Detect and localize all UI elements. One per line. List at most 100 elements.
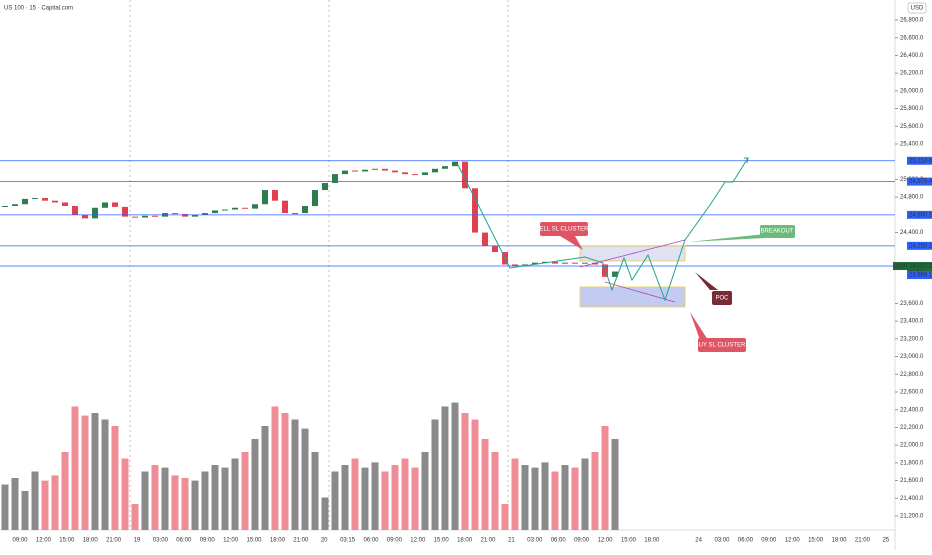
candle <box>552 261 558 264</box>
x-tick-label: 18:00 <box>83 538 99 544</box>
volume-bar <box>251 439 259 530</box>
y-tick-label: 26,200.0 <box>900 71 924 77</box>
volume-bar <box>311 452 319 530</box>
volume-bar <box>191 480 199 530</box>
y-tick-label: 22,800.0 <box>900 372 924 378</box>
volume-bar <box>41 480 49 530</box>
volume-bar <box>21 491 29 530</box>
y-tick-label: 23,000.0 <box>900 354 924 360</box>
x-tick-label: 25 <box>882 538 889 544</box>
candle <box>32 198 38 200</box>
y-tick-label: 24,400.0 <box>900 230 924 236</box>
candle <box>362 169 368 172</box>
volume-bar <box>221 467 229 530</box>
volume-bar <box>581 458 589 530</box>
candle <box>352 170 358 172</box>
candle <box>332 174 338 183</box>
x-tick-label: 21:00 <box>293 538 309 544</box>
currency: USD <box>911 6 924 12</box>
level-tag <box>907 210 932 219</box>
volume-bar <box>421 452 429 530</box>
volume-bar <box>91 413 99 530</box>
volume-bar <box>571 467 579 530</box>
candle <box>282 200 288 214</box>
y-tick-label: 25,400.0 <box>900 142 924 148</box>
volume-bar <box>301 428 309 530</box>
candle <box>442 166 448 169</box>
candle <box>132 216 138 218</box>
y-tick-label: 26,400.0 <box>900 53 924 59</box>
level-tag <box>907 241 932 250</box>
y-tick-label: 24,800.0 <box>900 195 924 201</box>
candle <box>612 271 618 277</box>
x-tick-label: 03:00 <box>153 538 169 544</box>
level-label: 24,250.1 <box>909 243 932 249</box>
y-tick-label: 25,800.0 <box>900 106 924 112</box>
volume-bar <box>211 465 219 530</box>
x-tick-label: 15:00 <box>59 538 75 544</box>
candle <box>572 262 578 264</box>
candle <box>532 262 538 265</box>
candle <box>142 215 148 218</box>
annotation: BREAKOUT <box>760 229 793 235</box>
candle <box>382 168 388 171</box>
volume-bar <box>231 458 239 530</box>
x-tick-label: 09:00 <box>387 538 403 544</box>
volume-bar <box>181 478 189 530</box>
candle <box>422 172 428 175</box>
annotation: POC <box>715 296 729 302</box>
candle <box>322 182 328 191</box>
x-tick-label: 18:00 <box>644 538 660 544</box>
x-tick-label: 09:00 <box>12 538 28 544</box>
x-tick-label: 12:00 <box>36 538 52 544</box>
currency-box <box>907 2 927 14</box>
candle <box>72 206 78 215</box>
volume-bar <box>31 471 39 530</box>
volume-bar <box>511 458 519 530</box>
volume-bar <box>461 413 469 530</box>
level-label: 25,210.6 <box>909 158 932 164</box>
volume-bar <box>111 426 119 530</box>
volume-bar <box>601 426 609 530</box>
drawings <box>457 157 795 352</box>
symbol-tag <box>893 262 908 271</box>
level-tag <box>907 177 932 186</box>
volume-bar <box>401 458 409 530</box>
volume-bar <box>341 465 349 530</box>
y-tick-label: 26,600.0 <box>900 35 924 41</box>
candle <box>582 262 588 264</box>
x-tick-label: 15:00 <box>808 538 824 544</box>
volume-bar <box>531 467 539 530</box>
volume-bar <box>331 471 339 530</box>
x-tick-label: 09:00 <box>761 538 777 544</box>
candle <box>372 168 378 170</box>
volume-bar <box>521 465 529 530</box>
x-tick-label: 21:00 <box>855 538 871 544</box>
x-tick-label: 09:00 <box>200 538 216 544</box>
x-tick-label: 06:00 <box>551 538 567 544</box>
volume-bar <box>71 406 79 530</box>
volume-bar <box>321 497 329 530</box>
volume-bar <box>561 465 569 530</box>
y-tick-label: 22,200.0 <box>900 425 924 431</box>
candle <box>592 262 598 265</box>
candle <box>182 213 188 217</box>
candle <box>272 190 278 201</box>
x-tick-label: 12:00 <box>597 538 613 544</box>
x-tick-label: 15:00 <box>434 538 450 544</box>
volume-bar <box>361 467 369 530</box>
volume-bar <box>161 467 169 530</box>
candle <box>342 170 348 175</box>
level-tag <box>907 156 932 165</box>
candle <box>262 190 268 205</box>
candle <box>172 213 178 215</box>
x-tick-label: 21:00 <box>106 538 122 544</box>
candle <box>62 202 68 206</box>
y-tick-label: 23,400.0 <box>900 319 924 325</box>
volume-bar <box>391 465 399 530</box>
annotation: BUY SL CLUSTERS <box>695 343 750 349</box>
volume-bar <box>261 426 269 530</box>
x-tick-label: 03:00 <box>527 538 543 544</box>
candle <box>412 174 418 176</box>
candle <box>482 232 488 246</box>
